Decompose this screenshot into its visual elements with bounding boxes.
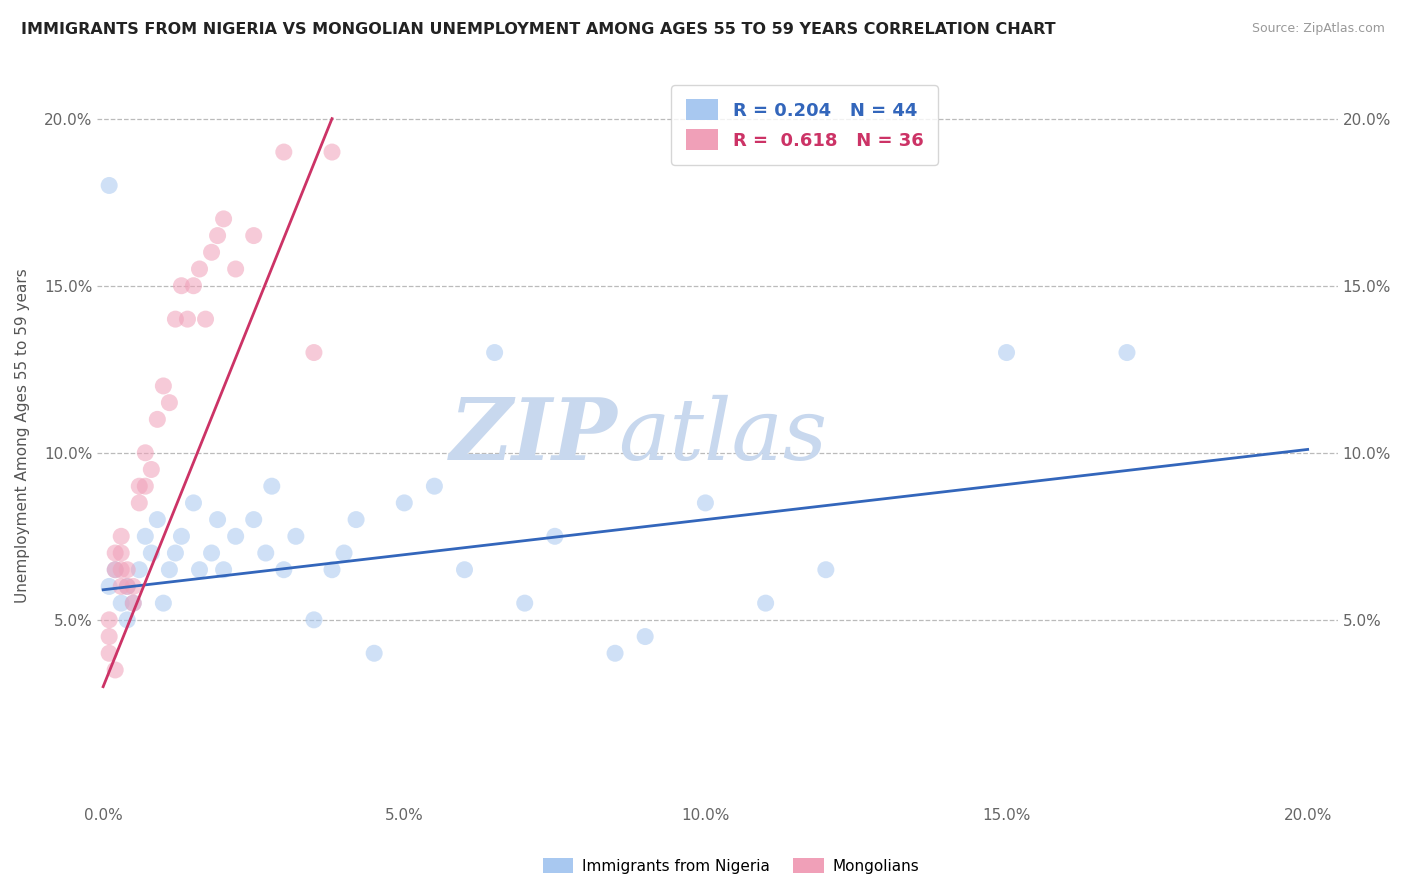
Point [995, 345, 1018, 359]
Point [363, 646, 385, 660]
Point [128, 479, 150, 493]
Point [188, 262, 211, 277]
Point [157, 395, 180, 409]
Point [284, 529, 307, 543]
Point [302, 345, 325, 359]
Point [152, 596, 174, 610]
Point [110, 529, 132, 543]
Point [128, 563, 150, 577]
Point [170, 278, 193, 293]
Point [110, 579, 132, 593]
Point [122, 596, 145, 610]
Point [98, 646, 121, 660]
Point [242, 228, 264, 243]
Point [165, 546, 187, 560]
Point [200, 546, 222, 560]
Point [394, 496, 416, 510]
Point [603, 646, 626, 660]
Point [207, 513, 229, 527]
Point [134, 446, 156, 460]
Point [260, 479, 283, 493]
Point [225, 529, 247, 543]
Text: ZIP: ZIP [450, 394, 619, 478]
Point [634, 630, 657, 644]
Point [321, 563, 343, 577]
Point [814, 563, 837, 577]
Point [484, 345, 506, 359]
Point [98, 579, 121, 593]
Y-axis label: Unemployment Among Ages 55 to 59 years: Unemployment Among Ages 55 to 59 years [15, 268, 30, 604]
Point [115, 579, 138, 593]
Point [188, 563, 211, 577]
Text: IMMIGRANTS FROM NIGERIA VS MONGOLIAN UNEMPLOYMENT AMONG AGES 55 TO 59 YEARS CORR: IMMIGRANTS FROM NIGERIA VS MONGOLIAN UNE… [21, 22, 1056, 37]
Point [544, 529, 567, 543]
Point [98, 178, 121, 193]
Point [695, 496, 717, 510]
Point [273, 145, 295, 159]
Point [104, 663, 127, 677]
Point [165, 312, 187, 326]
Point [141, 546, 163, 560]
Point [141, 462, 163, 476]
Point [273, 563, 295, 577]
Point [321, 145, 343, 159]
Point [453, 563, 475, 577]
Point [1116, 345, 1139, 359]
Point [212, 211, 235, 226]
Point [128, 496, 150, 510]
Point [104, 546, 127, 560]
Point [146, 513, 169, 527]
Point [104, 563, 127, 577]
Point [110, 546, 132, 560]
Point [170, 529, 193, 543]
Point [98, 613, 121, 627]
Point [242, 513, 264, 527]
Point [254, 546, 277, 560]
Point [115, 563, 138, 577]
Point [207, 228, 229, 243]
Point [183, 496, 205, 510]
Point [194, 312, 217, 326]
Point [344, 513, 367, 527]
Point [146, 412, 169, 426]
Legend: Immigrants from Nigeria, Mongolians: Immigrants from Nigeria, Mongolians [537, 852, 925, 880]
Point [302, 613, 325, 627]
Point [115, 613, 138, 627]
Point [115, 579, 138, 593]
Legend: R = 0.204   N = 44, R =  0.618   N = 36: R = 0.204 N = 44, R = 0.618 N = 36 [671, 85, 938, 164]
Point [134, 529, 156, 543]
Point [183, 278, 205, 293]
Point [212, 563, 235, 577]
Text: Source: ZipAtlas.com: Source: ZipAtlas.com [1251, 22, 1385, 36]
Point [200, 245, 222, 260]
Point [98, 630, 121, 644]
Text: atlas: atlas [619, 395, 827, 477]
Point [104, 563, 127, 577]
Point [110, 563, 132, 577]
Point [176, 312, 198, 326]
Point [157, 563, 180, 577]
Point [333, 546, 356, 560]
Point [225, 262, 247, 277]
Point [134, 479, 156, 493]
Point [152, 379, 174, 393]
Point [513, 596, 536, 610]
Point [122, 579, 145, 593]
Point [122, 596, 145, 610]
Point [423, 479, 446, 493]
Point [755, 596, 778, 610]
Point [110, 596, 132, 610]
